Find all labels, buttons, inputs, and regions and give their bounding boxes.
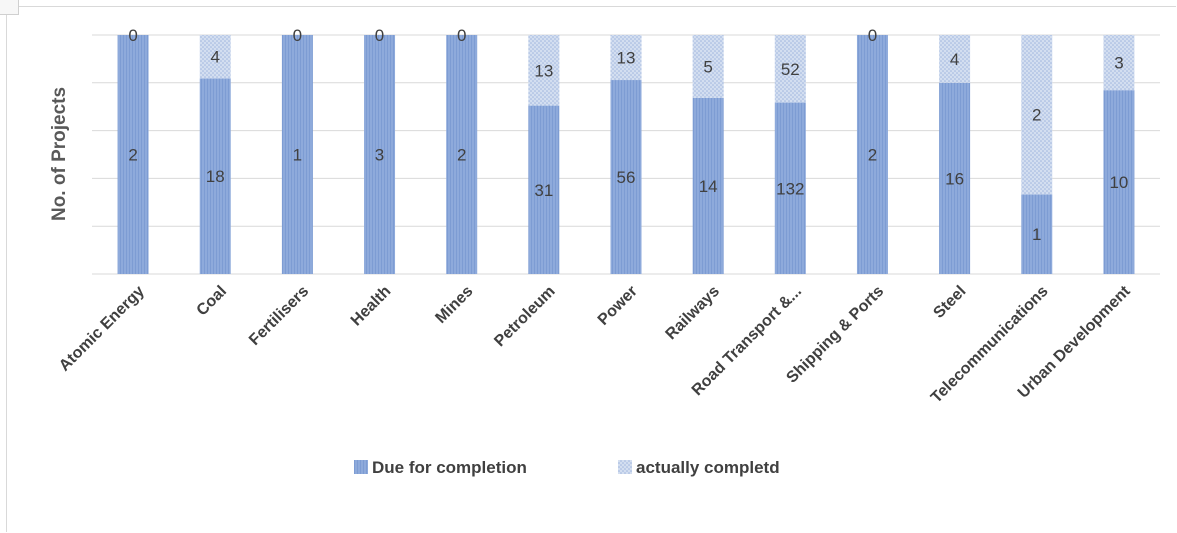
- legend-swatch-due: [354, 460, 368, 474]
- bar-due-5: [528, 105, 560, 274]
- legend-label-due: Due for completion: [372, 458, 527, 477]
- bar-due-2: [281, 35, 313, 274]
- bar-completed-6: [610, 35, 642, 81]
- data-label-completed-5: 13: [534, 61, 553, 80]
- bar-due-3: [364, 35, 396, 274]
- data-label-due-5: 31: [534, 181, 553, 200]
- legend-swatch-completed: [618, 460, 632, 474]
- data-label-due-10: 16: [945, 169, 964, 188]
- bar-completed-11: [1021, 35, 1053, 195]
- data-label-completed-7: 5: [703, 57, 712, 76]
- category-label-3: Health: [348, 283, 395, 330]
- data-label-due-1: 18: [206, 167, 225, 186]
- data-label-due-7: 14: [699, 177, 718, 196]
- data-label-completed-9: 0: [868, 26, 877, 45]
- category-label-2: Fertilisers: [246, 283, 312, 349]
- data-label-due-6: 56: [617, 168, 636, 187]
- data-label-due-2: 1: [293, 146, 302, 165]
- data-label-completed-1: 4: [210, 48, 219, 67]
- data-label-due-0: 2: [128, 146, 137, 165]
- bar-completed-10: [939, 35, 971, 83]
- chart-frame: [6, 6, 1176, 532]
- data-label-completed-12: 3: [1114, 54, 1123, 73]
- bar-due-11: [1021, 194, 1053, 274]
- bar-due-9: [856, 35, 888, 274]
- category-label-10: Steel: [930, 283, 969, 322]
- bar-completed-12: [1103, 35, 1135, 91]
- data-label-due-12: 10: [1109, 173, 1128, 192]
- legend: Due for completion actually completd: [354, 458, 780, 477]
- category-label-5: Petroleum: [491, 283, 558, 350]
- bar-due-12: [1103, 90, 1135, 275]
- bar-completed-1: [199, 35, 231, 79]
- category-label-0: Atomic Energy: [56, 283, 148, 375]
- category-label-6: Power: [595, 283, 641, 329]
- data-label-due-8: 132: [776, 179, 804, 198]
- corner-handle: [0, 0, 19, 15]
- legend-label-completed: actually completd: [636, 458, 780, 477]
- bar-due-10: [939, 82, 971, 274]
- bar-due-8: [774, 102, 806, 274]
- data-label-due-4: 2: [457, 146, 466, 165]
- bar-due-4: [446, 35, 478, 274]
- bar-due-0: [117, 35, 149, 274]
- bar-due-6: [610, 80, 642, 274]
- bar-due-7: [692, 97, 724, 274]
- data-label-due-11: 1: [1032, 225, 1041, 244]
- y-axis-label: No. of Projects: [49, 87, 70, 221]
- data-label-completed-4: 0: [457, 26, 466, 45]
- category-label-1: Coal: [194, 283, 231, 320]
- bar-completed-5: [528, 35, 560, 106]
- bars: [117, 35, 1135, 275]
- category-label-7: Railways: [663, 283, 724, 344]
- data-label-completed-10: 4: [950, 50, 959, 69]
- data-label-due-9: 2: [868, 146, 877, 165]
- data-label-completed-2: 0: [293, 26, 302, 45]
- data-label-due-3: 3: [375, 146, 384, 165]
- data-label-completed-3: 0: [375, 26, 384, 45]
- data-label-completed-0: 0: [128, 26, 137, 45]
- category-label-4: Mines: [432, 283, 476, 327]
- data-label-completed-8: 52: [781, 60, 800, 79]
- data-label-completed-6: 13: [617, 49, 636, 68]
- data-label-completed-11: 2: [1032, 106, 1041, 125]
- bar-completed-8: [774, 35, 806, 103]
- bar-due-1: [199, 78, 231, 274]
- category-labels: Atomic Energy Coal Fertilisers Health Mines P…: [56, 282, 1134, 406]
- bar-completed-7: [692, 35, 724, 98]
